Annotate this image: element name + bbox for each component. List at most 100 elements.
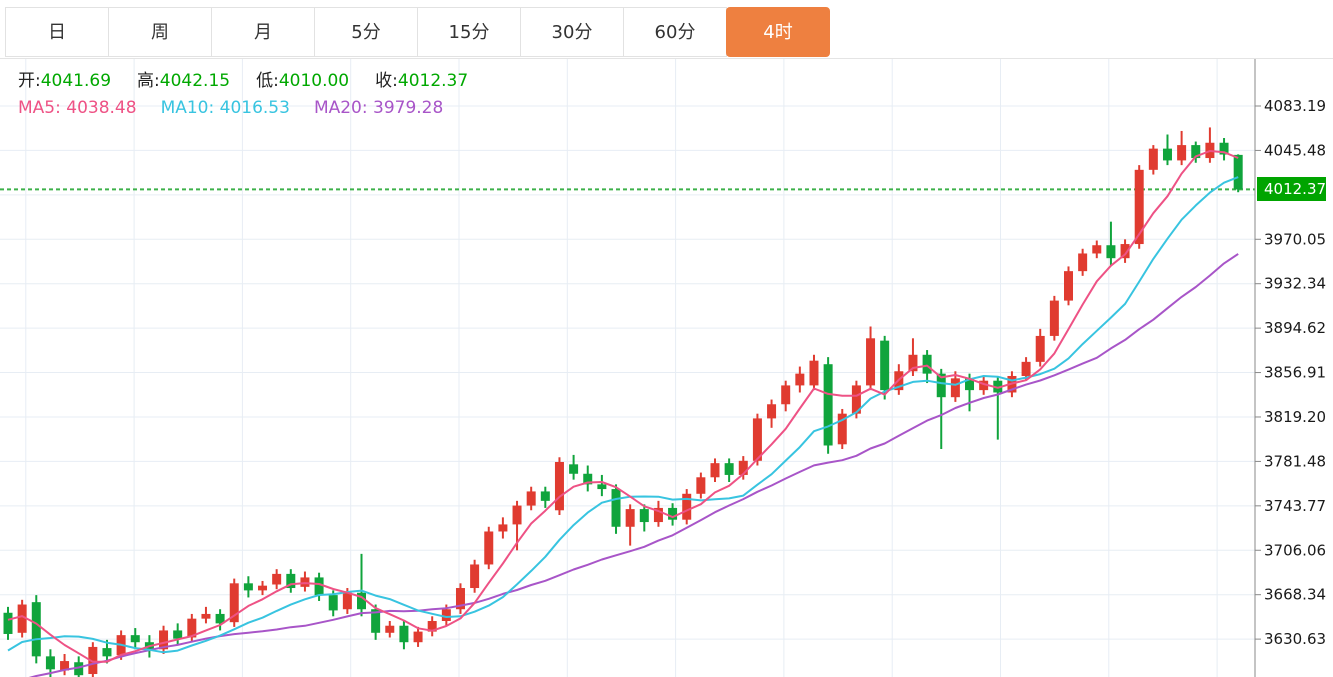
candle-down [102,648,112,657]
candle-up [1064,271,1073,301]
candle-up [413,631,423,643]
timeframe-tabbar: 日周月 5分 15分 30分 60分 4时 [0,0,1333,59]
candle-up [809,360,819,386]
tab-week[interactable]: 周 [108,7,212,57]
candle-up [272,573,282,585]
candle-up [710,463,720,478]
y-axis-label: 3743.77 [1264,497,1326,515]
candle-up [795,373,805,386]
candlestick-chart[interactable]: 4083.19 4045.48 3970.05 3932.34 3894.62 3856.… [0,59,1333,677]
candle-up [470,564,480,589]
candle-down [31,602,41,657]
candle-up [60,661,70,671]
tab-30min[interactable]: 30分 [520,7,624,57]
tab-4hour[interactable]: 4时 [726,7,830,57]
candle-up [441,609,451,622]
tab-5min[interactable]: 5分 [314,7,418,57]
candle-up [258,585,268,591]
candle-up [201,613,211,619]
candle-down [583,473,593,485]
y-axis-label: 3819.20 [1264,408,1326,426]
candle-down [173,630,183,639]
candle-up [229,583,239,623]
candle-down [936,373,946,398]
candle-up [1021,361,1031,376]
ma10-line [7,176,1239,654]
candle-down [1233,154,1243,190]
current-price-badge: 4012.37 [1257,177,1326,202]
candle-up [752,418,762,461]
candle-up [342,592,352,610]
candle-down [922,354,932,374]
tab-month[interactable]: 月 [211,7,315,57]
candle-up [1120,244,1130,259]
candle-up [427,621,437,632]
timeframe-tabs: 日周月 5分 15分 30分 60分 4时 [5,7,830,57]
y-axis-label: 3856.91 [1264,364,1326,382]
candle-down [569,464,579,474]
candle-down [823,364,833,446]
candle-down [540,491,550,501]
candle-down [357,592,366,610]
candle-up [653,507,663,523]
candle-up [526,491,536,506]
tab-day[interactable]: 日 [5,7,109,57]
candle-up [950,378,960,398]
candle-down [45,656,55,670]
candle-up [1035,335,1045,362]
candle-down [1219,142,1229,155]
candle-up [1134,169,1144,245]
candle-up [484,531,494,565]
candle-up [781,385,791,405]
y-axis-label: 3970.05 [1264,230,1326,248]
y-axis-label: 3668.34 [1264,586,1326,604]
candle-down [639,509,649,523]
candle-up [88,646,98,675]
candle-up [1078,253,1088,272]
candle-down [1162,148,1172,161]
y-axis-label: 3630.63 [1264,630,1326,648]
tab-60min[interactable]: 60分 [623,7,727,57]
candle-down [286,573,296,589]
candle-up [625,509,635,527]
y-axis-label: 4045.48 [1264,141,1326,159]
y-axis-label: 4083.19 [1264,97,1326,115]
candle-down [597,484,607,490]
candle-down [399,625,409,643]
candle-up [17,604,27,633]
candle-up [979,380,989,391]
candle-up [696,477,706,494]
candle-up [767,404,777,419]
candle-down [965,378,975,391]
candle-down [668,507,678,520]
y-axis-label: 3706.06 [1264,541,1326,559]
candle-down [314,577,324,596]
candle-up [498,524,508,532]
candle-up [455,588,465,610]
candle-down [1191,145,1201,159]
candle-down [3,612,13,634]
candle-up [512,505,522,525]
candle-up [1177,145,1187,161]
candle-up [682,493,692,520]
candle-down [611,489,621,527]
chart-area: 4083.19 4045.48 3970.05 3932.34 3894.62 3856.… [0,59,1333,677]
candle-down [371,609,381,633]
candle-up [908,354,918,372]
candle-down [993,380,1003,393]
candle-down [130,635,140,643]
candle-up [159,630,169,650]
ma5-line [7,150,1239,663]
candle-down [328,595,338,611]
candle-up [385,625,395,633]
candle-up [187,618,197,638]
candle-up [554,461,564,511]
candle-up [1148,148,1158,170]
candle-down [880,340,890,391]
tab-15min[interactable]: 15分 [417,7,521,57]
candle-up [851,385,861,414]
candle-up [866,338,876,386]
candle-down [215,613,225,624]
candle-up [837,413,847,445]
